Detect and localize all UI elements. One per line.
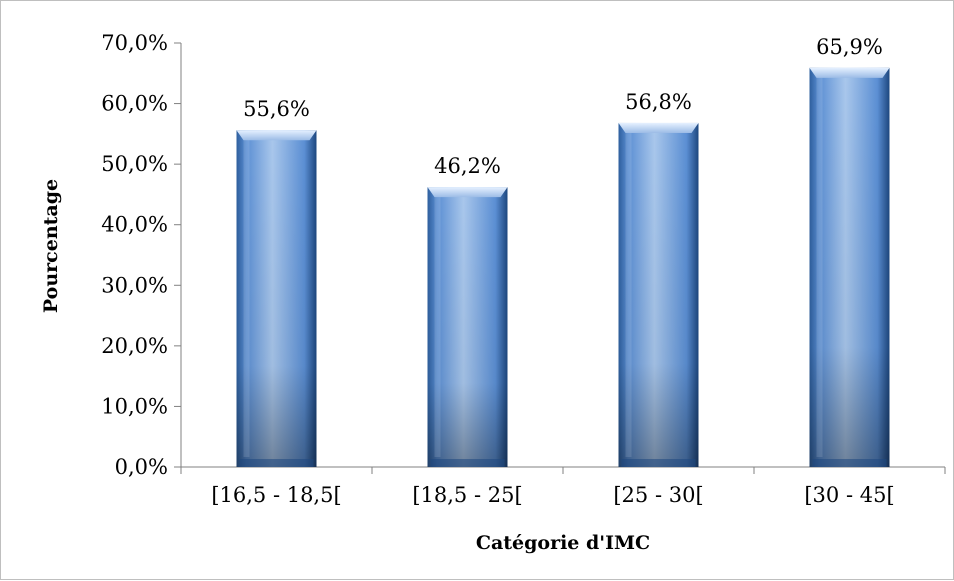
x-category-label: [16,5 - 18,5[ xyxy=(211,483,341,507)
bar-edge-highlight xyxy=(243,140,250,458)
bar-bottom-bevel xyxy=(430,459,505,467)
y-axis-title: Pourcentage xyxy=(40,179,62,313)
x-axis-title: Catégorie d'IMC xyxy=(476,532,650,554)
x-axis: [16,5 - 18,5[ [18,5 - 25[ [25 - 30[ [30 - 4… xyxy=(180,466,946,507)
x-category-label: [30 - 45[ xyxy=(804,483,894,507)
bar xyxy=(618,122,699,467)
bar-edge-highlight xyxy=(625,132,632,457)
bar-shade xyxy=(809,67,890,467)
y-tick-label: 40,0% xyxy=(101,213,168,237)
y-tick-label: 10,0% xyxy=(101,394,168,418)
bar xyxy=(427,187,508,467)
y-tick-label: 60,0% xyxy=(101,92,168,116)
y-tick-label: 70,0% xyxy=(101,31,168,55)
bar xyxy=(809,67,890,467)
bar-top-bevel xyxy=(618,122,699,133)
bar-top-bevel xyxy=(427,187,508,198)
bar-edge-highlight xyxy=(816,77,823,457)
y-tick-label: 0,0% xyxy=(115,455,168,479)
y-tick-label: 30,0% xyxy=(101,273,168,297)
data-label: 56,8% xyxy=(625,90,692,114)
bar-bottom-bevel xyxy=(239,459,314,467)
bar-shade xyxy=(236,130,317,468)
data-label: 46,2% xyxy=(434,154,501,178)
y-tick-label: 20,0% xyxy=(101,334,168,358)
bar-bottom-bevel xyxy=(812,459,887,467)
data-label: 55,6% xyxy=(243,97,310,121)
x-category-label: [25 - 30[ xyxy=(613,483,703,507)
bar-shade xyxy=(618,122,699,467)
bar-bottom-bevel xyxy=(621,459,696,467)
bar-top-bevel xyxy=(809,67,890,78)
bar xyxy=(236,130,317,468)
data-labels: 55,6% 46,2% 56,8% 65,9% xyxy=(243,35,883,178)
y-tick-label: 50,0% xyxy=(101,152,168,176)
y-axis: 0,0% 10,0% 20,0% 30,0% 40,0% 50,0% 60,0% 70,0% xyxy=(101,31,182,479)
bar-top-bevel xyxy=(236,130,317,141)
bar-edge-highlight xyxy=(434,197,441,457)
bar-shade xyxy=(427,187,508,467)
bars xyxy=(236,67,890,468)
x-category-label: [18,5 - 25[ xyxy=(412,483,522,507)
data-label: 65,9% xyxy=(816,35,883,59)
